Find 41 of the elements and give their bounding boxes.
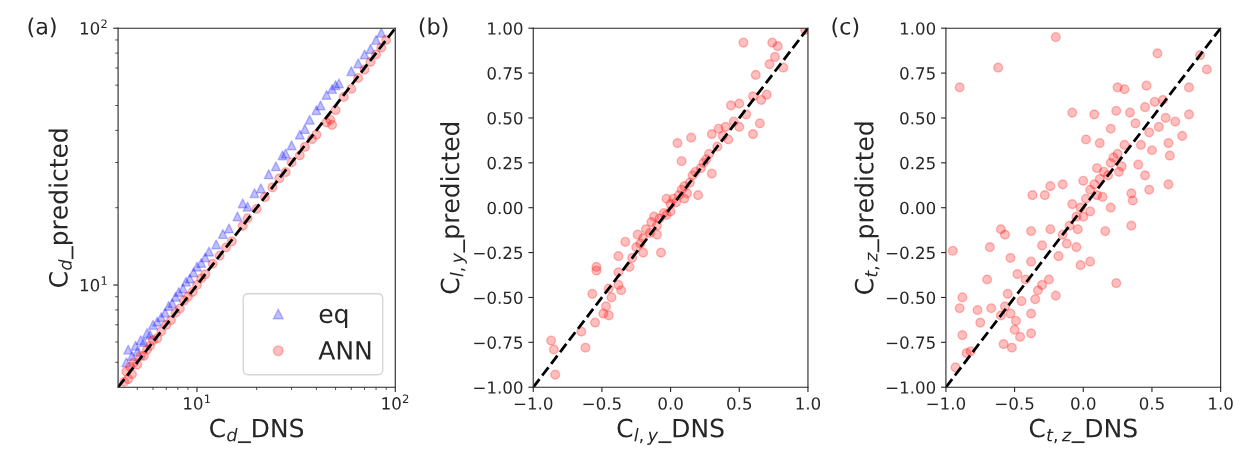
- x-axis-title: C$_{d}$_DNS: [210, 418, 304, 444]
- x-tick-label: 1.0: [796, 397, 821, 410]
- x-tick-label: −1.0: [927, 397, 966, 410]
- x-tick-label: 10$^{2}$: [382, 394, 409, 410]
- x-tick-label: −1.0: [514, 397, 553, 410]
- y-tick-label: −0.75: [886, 336, 935, 349]
- x-tick-label: −0.5: [996, 397, 1034, 410]
- y-tick-label: 0.25: [487, 156, 523, 170]
- y-tick-label: −0.25: [474, 246, 523, 260]
- y-axis-title: C$_{l,y}$_predicted: [440, 122, 467, 294]
- x-axis-title: C$_{t,z}$_DNS: [1029, 418, 1137, 444]
- y-tick-label: 0.25: [900, 156, 935, 170]
- y-axis-title: C$_{t,z}$_predicted: [854, 122, 880, 294]
- y-tick-label: −0.75: [474, 336, 523, 349]
- y-tick-label: 0.50: [900, 111, 936, 125]
- y-tick-label: −0.50: [886, 291, 936, 305]
- x-tick-label: −0.5: [583, 397, 621, 410]
- y-tick-label: 1.00: [488, 22, 523, 35]
- chart-title: (a): [28, 17, 56, 38]
- x-tick-label: 0.5: [727, 397, 752, 410]
- x-axis-title: C$_{l,y}$_DNS: [617, 418, 724, 445]
- chart-title: (b): [419, 17, 448, 38]
- x-tick-label: 10$^{1}$: [184, 394, 211, 410]
- y-tick-label: 1.00: [900, 22, 936, 35]
- y-tick-label: −0.25: [886, 246, 935, 260]
- y-tick-label: −1.00: [886, 381, 936, 394]
- x-tick-label: 0.0: [658, 397, 683, 410]
- y-axis-title: C$_{d}$_predicted: [48, 129, 74, 287]
- x-tick-label: 0.5: [1139, 397, 1164, 410]
- legend-label: eq: [319, 308, 348, 329]
- y-tick-label: −1.00: [474, 381, 523, 394]
- y-tick-label: 0.50: [487, 111, 523, 125]
- x-tick-label: 1.0: [1209, 397, 1233, 410]
- y-tick-label: 0.75: [900, 67, 935, 80]
- y-tick-label: 0.75: [487, 67, 523, 80]
- x-tick-label: 0.0: [1071, 397, 1096, 410]
- y-tick-label: 0.00: [487, 201, 523, 215]
- y-tick-label: 0.00: [900, 201, 936, 215]
- legend-label: ANN: [318, 341, 371, 360]
- chart-title: (c): [832, 17, 859, 38]
- y-tick-label: −0.50: [474, 291, 523, 305]
